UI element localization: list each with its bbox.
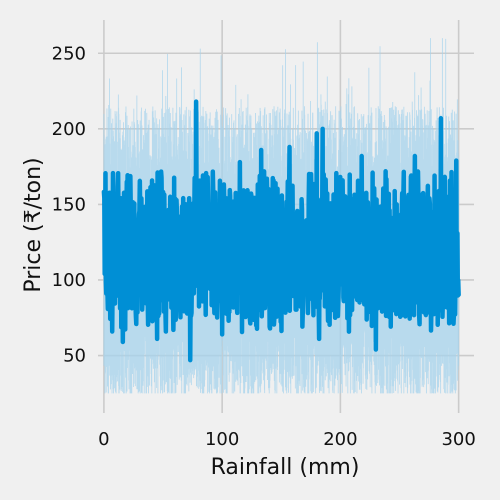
- y-axis-label: Price (₹/ton): [21, 157, 46, 292]
- x-tick-label: 200: [323, 429, 357, 450]
- y-tick-label: 100: [52, 270, 86, 291]
- y-tick-label: 250: [52, 43, 86, 64]
- x-axis-label: Rainfall (mm): [211, 455, 360, 480]
- x-tick-label: 0: [98, 429, 109, 450]
- x-tick-label: 300: [441, 429, 475, 450]
- x-tick-label: 100: [205, 429, 239, 450]
- y-tick-label: 50: [63, 346, 86, 367]
- series-layer: [101, 99, 461, 363]
- tick-label-layer: 0 100 200 300 50 100 150 200 250: [52, 43, 476, 450]
- y-tick-label: 200: [52, 119, 86, 140]
- series-line: [101, 99, 461, 363]
- y-tick-label: 150: [52, 194, 86, 215]
